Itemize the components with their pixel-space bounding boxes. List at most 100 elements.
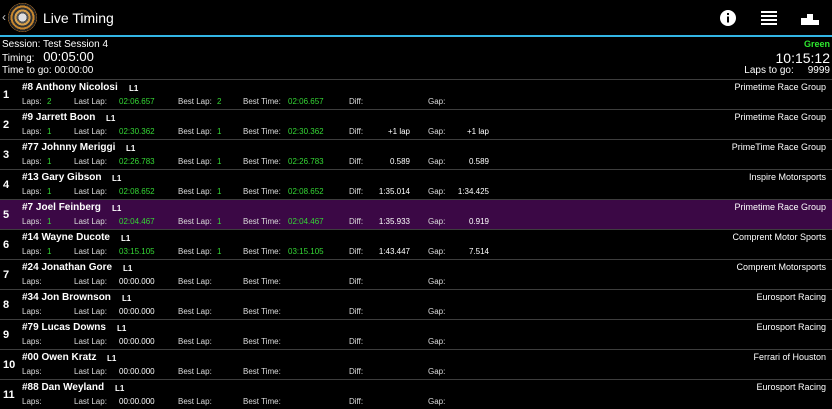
diff-label: Diff: <box>349 307 364 316</box>
class-tag: L1 <box>106 114 116 123</box>
team-name: Comprent Motorsports <box>736 262 826 272</box>
gap-label: Gap: <box>428 337 446 346</box>
gap-value: +1 lap <box>466 127 489 136</box>
best-time-value: 02:26.783 <box>288 157 324 166</box>
best-lap-label: Best Lap: <box>178 187 212 196</box>
driver-name: #79 Lucas Downs <box>22 322 106 333</box>
best-time-value: 02:04.467 <box>288 217 324 226</box>
driver-name: #14 Wayne Ducote <box>22 232 110 243</box>
last-lap-label: Last Lap: <box>74 337 107 346</box>
team-name: Ferrari of Houston <box>753 352 826 362</box>
timing-value: 00:05:00 <box>43 49 94 64</box>
team-name: Comprent Motor Sports <box>732 232 826 242</box>
gap-label: Gap: <box>428 277 446 286</box>
best-time-value: 02:06.657 <box>288 97 324 106</box>
best-lap-value: 1 <box>217 157 222 166</box>
position-number: 6 <box>3 239 10 251</box>
table-row[interactable]: 3 #77 Johnny Meriggi L1 PrimeTime Race Grou… <box>0 139 832 169</box>
best-time-label: Best Time: <box>243 187 281 196</box>
laps-label: Laps: <box>22 337 42 346</box>
best-lap-label: Best Lap: <box>178 397 212 406</box>
laps-label: Laps: <box>22 217 42 226</box>
list-icon[interactable] <box>760 9 778 27</box>
table-row[interactable]: 4 #13 Gary Gibson L1 Inspire Motorsports Lap… <box>0 169 832 199</box>
time-to-go-line: Time to go: 00:00:00 <box>2 65 93 77</box>
last-lap-label: Last Lap: <box>74 157 107 166</box>
laps-value: 1 <box>47 187 52 196</box>
gap-label: Gap: <box>428 157 446 166</box>
action-bar: ‹ Live Timing <box>0 0 832 37</box>
team-name: Eurosport Racing <box>756 292 826 302</box>
diff-label: Diff: <box>349 127 364 136</box>
app-title: Live Timing <box>43 10 114 26</box>
class-tag: L1 <box>129 84 139 93</box>
app-logo-icon[interactable] <box>8 3 37 32</box>
driver-name: #00 Owen Kratz <box>22 352 97 363</box>
best-time-label: Best Time: <box>243 397 281 406</box>
best-lap-label: Best Lap: <box>178 277 212 286</box>
class-tag: L1 <box>112 174 122 183</box>
gap-label: Gap: <box>428 397 446 406</box>
last-lap-value: 02:30.362 <box>119 127 155 136</box>
timing-line: Timing: 00:05:00 <box>2 49 94 65</box>
timing-label: Timing: <box>2 53 35 64</box>
position-number: 5 <box>3 209 10 221</box>
position-number: 4 <box>3 179 10 191</box>
laps-label: Laps: <box>22 277 42 286</box>
table-row[interactable]: 5 #7 Joel Feinberg L1 Primetime Race Group L… <box>0 199 832 229</box>
laps-value: 1 <box>47 247 52 256</box>
position-number: 1 <box>3 89 10 101</box>
last-lap-label: Last Lap: <box>74 127 107 136</box>
best-time-label: Best Time: <box>243 307 281 316</box>
team-name: Eurosport Racing <box>756 322 826 332</box>
table-row[interactable]: 11 #88 Dan Weyland L1 Eurosport Racing Laps:… <box>0 379 832 409</box>
last-lap-label: Last Lap: <box>74 277 107 286</box>
best-time-value: 03:15.105 <box>288 247 324 256</box>
class-tag: L1 <box>123 264 133 273</box>
diff-value: 1:35.933 <box>378 217 410 226</box>
driver-name: #34 Jon Brownson <box>22 292 111 303</box>
class-tag: L1 <box>117 324 127 333</box>
table-row[interactable]: 1 #8 Anthony Nicolosi L1 Primetime Race Gro… <box>0 79 832 109</box>
last-lap-label: Last Lap: <box>74 97 107 106</box>
laps-value: 2 <box>47 97 52 106</box>
diff-label: Diff: <box>349 367 364 376</box>
best-lap-label: Best Lap: <box>178 157 212 166</box>
team-name: Eurosport Racing <box>756 382 826 392</box>
table-row[interactable]: 9 #79 Lucas Downs L1 Eurosport Racing Laps: L… <box>0 319 832 349</box>
table-row[interactable]: 2 #9 Jarrett Boon L1 Primetime Race Group La… <box>0 109 832 139</box>
last-lap-label: Last Lap: <box>74 307 107 316</box>
team-name: Primetime Race Group <box>734 112 826 122</box>
podium-icon[interactable] <box>801 9 819 27</box>
last-lap-value: 02:26.783 <box>119 157 155 166</box>
standings-list: 1 #8 Anthony Nicolosi L1 Primetime Race Gro… <box>0 79 832 409</box>
best-lap-label: Best Lap: <box>178 307 212 316</box>
laps-label: Laps: <box>22 157 42 166</box>
back-chevron-icon[interactable]: ‹ <box>2 10 6 24</box>
diff-label: Diff: <box>349 277 364 286</box>
last-lap-label: Last Lap: <box>74 187 107 196</box>
gap-label: Gap: <box>428 247 446 256</box>
gap-label: Gap: <box>428 367 446 376</box>
class-tag: L1 <box>112 204 122 213</box>
table-row[interactable]: 6 #14 Wayne Ducote L1 Comprent Motor Sports… <box>0 229 832 259</box>
driver-name: #7 Joel Feinberg <box>22 202 101 213</box>
laps-to-go-label: Laps to go: <box>744 65 794 76</box>
table-row[interactable]: 7 #24 Jonathan Gore L1 Comprent Motorsports… <box>0 259 832 289</box>
last-lap-value: 02:06.657 <box>119 97 155 106</box>
diff-value: +1 lap <box>387 127 410 136</box>
gap-value: 7.514 <box>468 247 489 256</box>
laps-label: Laps: <box>22 97 42 106</box>
best-time-label: Best Time: <box>243 157 281 166</box>
table-row[interactable]: 10 #00 Owen Kratz L1 Ferrari of Houston Laps… <box>0 349 832 379</box>
best-lap-value: 1 <box>217 217 222 226</box>
laps-value: 1 <box>47 157 52 166</box>
info-icon[interactable] <box>719 9 737 27</box>
position-number: 11 <box>3 389 15 401</box>
last-lap-label: Last Lap: <box>74 247 107 256</box>
time-to-go-label: Time to go: <box>2 65 52 76</box>
gap-label: Gap: <box>428 307 446 316</box>
driver-name: #88 Dan Weyland <box>22 382 105 393</box>
team-name: Primetime Race Group <box>734 202 826 212</box>
table-row[interactable]: 8 #34 Jon Brownson L1 Eurosport Racing Laps:… <box>0 289 832 319</box>
